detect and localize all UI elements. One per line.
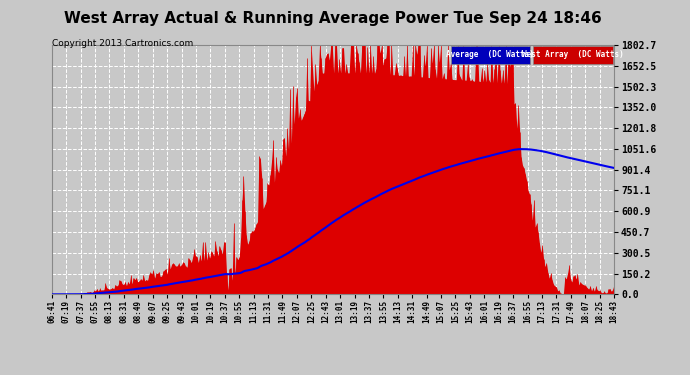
Text: West Array Actual & Running Average Power Tue Sep 24 18:46: West Array Actual & Running Average Powe… <box>64 11 602 26</box>
Text: West Array  (DC Watts): West Array (DC Watts) <box>522 50 624 59</box>
Text: Copyright 2013 Cartronics.com: Copyright 2013 Cartronics.com <box>52 39 193 48</box>
Text: Average  (DC Watts): Average (DC Watts) <box>446 50 534 59</box>
